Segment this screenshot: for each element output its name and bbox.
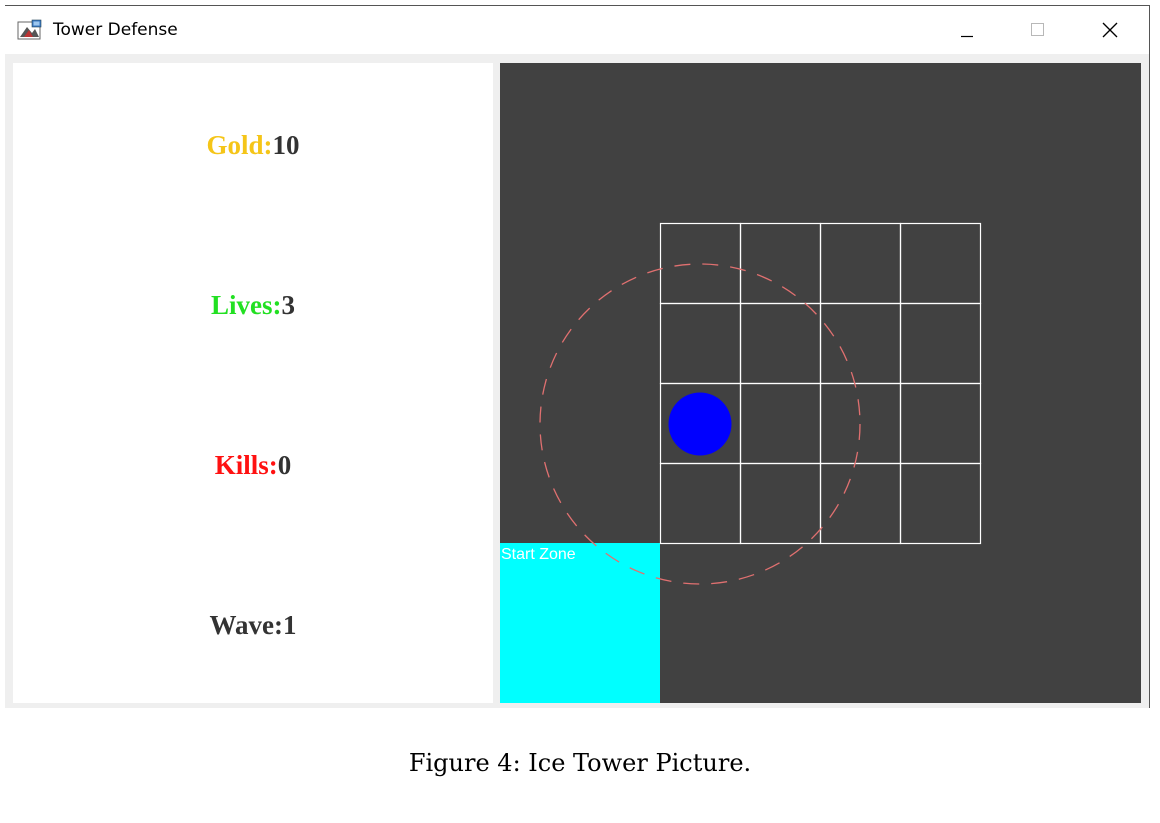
grid-cell[interactable]	[659, 462, 742, 545]
game-board[interactable]: Start Zone	[500, 63, 1141, 703]
grid-cell[interactable]	[899, 462, 982, 545]
grid-cell[interactable]	[739, 302, 822, 385]
grid-cell[interactable]	[819, 302, 902, 385]
grid-cell[interactable]	[819, 382, 902, 465]
close-icon	[1102, 22, 1118, 38]
grid-cell[interactable]	[659, 222, 742, 305]
grid-cell[interactable]	[899, 222, 982, 305]
grid-cell[interactable]	[899, 382, 982, 465]
grid-cell[interactable]	[659, 302, 742, 385]
window-content: Gold:10 Lives:3 Kills:0 Wave:1 Start Zon…	[5, 54, 1149, 708]
grid-cell[interactable]	[899, 302, 982, 385]
figure-caption: Figure 4: Ice Tower Picture.	[408, 749, 752, 777]
kills-label: Kills:	[214, 450, 278, 480]
java-cup-icon	[17, 19, 42, 40]
maximize-icon	[1031, 23, 1044, 36]
kills-stat: Kills:0	[13, 449, 493, 481]
lives-stat: Lives:3	[13, 289, 493, 321]
minimize-button[interactable]	[936, 6, 996, 54]
lives-label: Lives:	[211, 290, 282, 320]
title-bar[interactable]: Tower Defense	[5, 6, 1149, 54]
gold-stat: Gold:10	[13, 129, 493, 161]
window-title: Tower Defense	[53, 20, 178, 40]
build-grid[interactable]	[659, 222, 982, 545]
minimize-icon	[961, 35, 973, 38]
stats-panel: Gold:10 Lives:3 Kills:0 Wave:1	[13, 63, 493, 703]
gold-label: Gold:	[206, 130, 273, 160]
close-button[interactable]	[1079, 6, 1139, 54]
maximize-button[interactable]	[1006, 6, 1066, 54]
wave-value: 1	[283, 610, 297, 640]
tower-range-circle	[539, 263, 861, 585]
board-overlay[interactable]	[500, 63, 1141, 703]
grid-cell[interactable]	[739, 222, 822, 305]
grid-cell[interactable]	[739, 382, 822, 465]
kills-value: 0	[277, 450, 292, 480]
lives-value: 3	[281, 290, 296, 320]
grid-cell[interactable]	[819, 462, 902, 545]
gold-value: 10	[272, 130, 300, 160]
wave-label: Wave:	[209, 610, 284, 640]
start-zone-label: Start Zone	[501, 546, 576, 563]
ice-tower[interactable]	[668, 392, 732, 456]
app-window: Tower Defense Gold:10 Lives:3	[5, 5, 1150, 708]
grid-cell[interactable]	[819, 222, 902, 305]
grid-cell[interactable]	[739, 462, 822, 545]
wave-stat: Wave:1	[13, 609, 493, 641]
